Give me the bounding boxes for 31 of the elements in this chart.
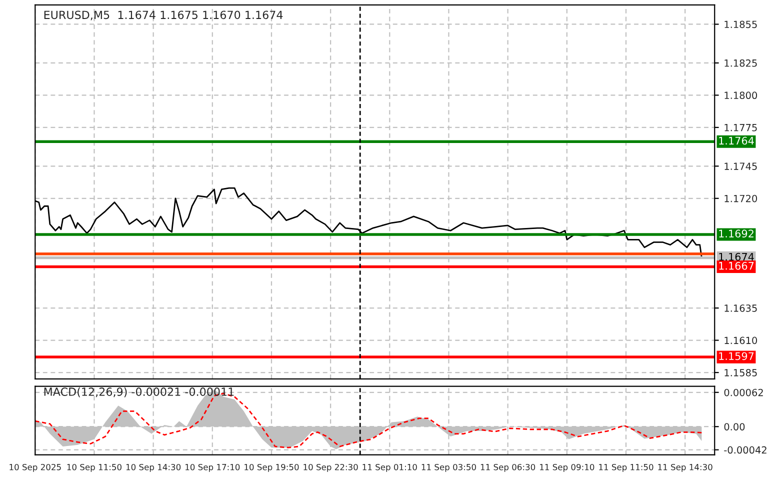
x-tick-label: 10 Sep 22:30	[304, 464, 358, 472]
x-tick-label: 11 Sep 11:50	[599, 464, 654, 472]
y-tick-label: 1.1775	[724, 124, 757, 132]
y-tick-label: 0.00062	[724, 388, 763, 396]
x-tick-label: 10 Sep 11:50	[67, 464, 122, 472]
ref-line-label: 1.1764	[719, 136, 754, 145]
y-tick-label: 1.1745	[724, 162, 757, 170]
y-tick-label: 1.1585	[724, 369, 757, 376]
y-tick-label: 1.1825	[724, 59, 757, 67]
x-tick-label: 10 Sep 17:10	[186, 464, 240, 472]
y-tick-label: 1.1800	[724, 92, 758, 100]
y-tick-label: -0.00042	[724, 446, 766, 454]
ref-line-label: 1.1674	[719, 252, 754, 261]
ref-line-label: 1.1667	[719, 262, 754, 270]
ref-line-label: 1.1597	[719, 352, 754, 360]
y-tick-label: 1.1635	[724, 304, 757, 312]
x-tick-label: 11 Sep 06:30	[480, 464, 536, 472]
x-tick-label: 11 Sep 03:50	[422, 464, 476, 472]
x-tick-label: 10 Sep 2025	[10, 464, 61, 472]
x-tick-label: 11 Sep 01:10	[362, 464, 417, 472]
x-tick-label: 11 Sep 14:30	[658, 464, 712, 472]
y-tick-label: 1.1720	[724, 194, 758, 202]
ref-line-label: 1.1692	[719, 230, 754, 238]
y-tick-label: 1.1855	[724, 20, 757, 28]
chart-title: MACD(12,26,9) -0.00021 -0.00011	[44, 387, 234, 398]
x-tick-label: 10 Sep 14:30	[126, 464, 181, 472]
x-tick-label: 10 Sep 19:50	[244, 464, 299, 472]
x-tick-label: 11 Sep 09:10	[540, 464, 594, 472]
y-tick-label: 0.00	[724, 423, 745, 430]
y-tick-label: 1.1610	[724, 336, 758, 344]
chart-title: EURUSD,M5 1.1674 1.1675 1.1670 1.1674	[44, 10, 283, 20]
